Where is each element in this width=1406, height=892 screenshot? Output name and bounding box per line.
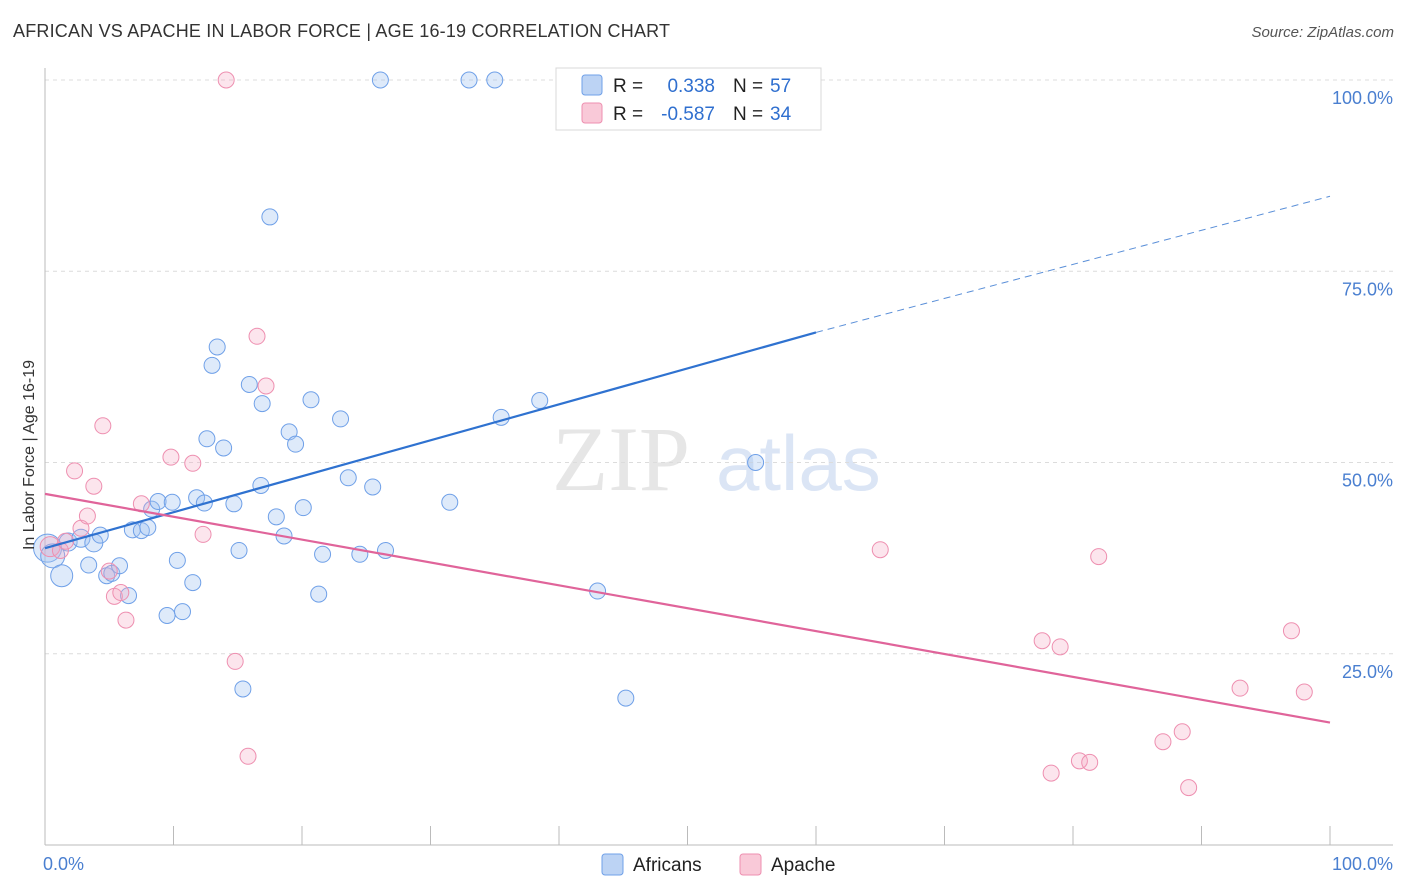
africans-point [234,680,252,698]
apache-point [1042,764,1060,782]
legend-swatch-africans-bottom [601,853,624,876]
legend-n-value-1: 57 [770,76,791,97]
africans-point [294,499,312,517]
apache-point [1295,683,1313,701]
apache-point [226,652,244,670]
stats-legend: R = 0.338 N = 57 R = -0.587 N = 34 [555,67,822,131]
legend-label-africans: Africans [633,855,702,876]
legend-r-label-2: R = [613,104,643,125]
africans-point [173,603,191,621]
trend-lines [44,195,1331,724]
apache-point [51,541,69,559]
watermark-zip: ZIP [552,408,690,510]
africans-point [261,208,279,226]
apache-point [162,448,180,466]
apache-point [184,454,202,472]
apache-point [94,417,112,435]
apache-point [1090,548,1108,566]
africans-point [460,71,478,89]
y-tick-label: 25.0% [1342,662,1393,682]
africans-point [158,607,176,624]
legend-n-label-2: N = [733,104,763,125]
apache-point [239,747,257,765]
africans-point [225,495,243,513]
africans-point [198,430,216,448]
africans-point [208,338,226,356]
page-title: AFRICAN VS APACHE IN LABOR FORCE | AGE 1… [13,21,671,41]
tick-labels: 100.0% 75.0% 50.0% 25.0% 0.0% 100.0% [43,88,1393,874]
africans-point [441,493,459,511]
africans-trend-extension [815,195,1331,333]
legend-r-value-1: 0.338 [667,76,715,97]
africans-point [80,556,98,574]
apache-point [1081,753,1099,771]
axes [44,68,1393,846]
apache-point [85,477,103,495]
apache-point [78,507,96,525]
africans-point [314,545,332,563]
y-tick-label: 50.0% [1342,471,1393,491]
apache-point [257,377,275,395]
apache-point [217,71,235,89]
africans-point [267,508,285,526]
africans-point [184,574,202,592]
apache-trend-line [44,492,1331,724]
apache-point [1282,622,1300,640]
legend-swatch-apache [581,102,603,124]
apache-point [1154,733,1172,751]
source-credit: Source: ZipAtlas.com [1251,24,1394,41]
apache-point [66,462,84,480]
africans-point [215,439,233,457]
africans-point [163,493,181,511]
x-tick-label: 0.0% [43,854,84,874]
apache-point [117,611,135,629]
africans-point [617,689,635,707]
africans-point [486,71,504,89]
apache-point [100,562,118,580]
y-tick-label: 75.0% [1342,279,1393,299]
africans-point [240,375,258,393]
africans-point [111,557,129,575]
y-tick-label: 100.0% [1332,88,1393,108]
africans-point [149,493,167,511]
legend-r-value-2: -0.587 [661,104,715,125]
africans-point [332,410,350,428]
legend-r-label-1: R = [613,76,643,97]
africans-point [302,391,320,409]
apache-point [248,327,266,345]
x-tick-label: 100.0% [1332,854,1393,874]
africans-point [168,551,186,569]
apache-point [194,525,212,543]
apache-point [1051,638,1069,656]
legend-label-apache: Apache [771,855,835,876]
africans-point [230,541,248,559]
africans-point [50,564,74,588]
data-points [33,71,1313,797]
apache-point [871,541,889,559]
africans-point [287,435,305,453]
africans-trend-line [44,331,817,550]
apache-point [1180,779,1198,797]
legend-swatch-apache-bottom [739,853,762,876]
grid-lines [45,79,1393,655]
legend-n-label-1: N = [733,76,763,97]
africans-point [364,478,382,496]
africans-point [203,356,221,374]
y-axis-title: In Labor Force | Age 16-19 [21,360,38,550]
africans-point [371,71,389,89]
legend-swatch-africans [581,74,603,96]
africans-point [310,585,328,603]
apache-point [112,584,130,602]
apache-point [1033,632,1051,650]
series-legend: Africans Apache [601,853,835,876]
legend-n-value-2: 34 [770,104,792,125]
africans-point [531,392,549,410]
apache-point [1173,723,1191,741]
apache-point [1231,679,1249,697]
africans-point [339,469,357,487]
africans-point [253,395,271,413]
africans-point [747,454,765,471]
